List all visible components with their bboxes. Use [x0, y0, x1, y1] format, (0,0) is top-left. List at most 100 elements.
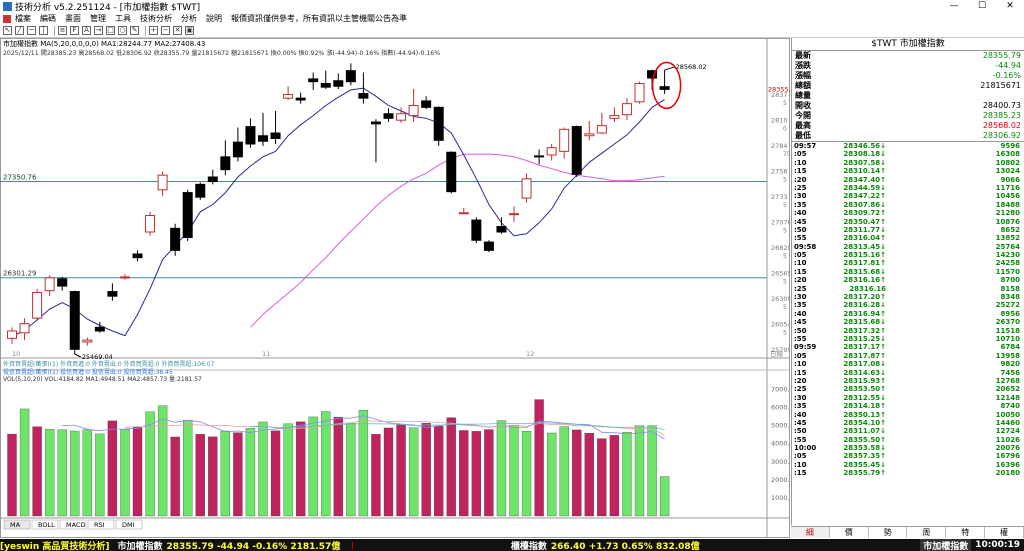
tick-volume: 16796	[995, 452, 1020, 461]
tick-time: :30	[794, 192, 807, 201]
pencil-icon[interactable]: ✎	[130, 26, 139, 35]
window-taskbar-item[interactable]: 市加權指數	[920, 539, 972, 551]
volume-bar	[170, 436, 180, 517]
disclaimer-text: 報價資訊僅供參考，所有資訊以主管機關公告為準	[231, 14, 407, 23]
candle-body	[170, 227, 181, 251]
volume-bar	[95, 433, 105, 517]
candle-body	[94, 326, 105, 332]
zoom-out-icon[interactable]: −	[161, 26, 170, 35]
index1-name[interactable]: 市加權指數	[117, 541, 163, 551]
chart-area[interactable]: 市加權指數 MA(5,20,0,0,0,0) MA1:28244.77 MA2:…	[0, 38, 795, 538]
menu-code[interactable]: 編碼	[40, 14, 56, 23]
index2-name[interactable]: 櫃檯指數	[510, 541, 547, 551]
close-button[interactable]: ✕	[1006, 1, 1014, 11]
tick-volume: 20180	[995, 469, 1020, 478]
quote-stat-row: 今開 28385.23	[792, 111, 1024, 121]
volume-bar	[295, 421, 306, 517]
quote-tab[interactable]: 權	[985, 527, 1024, 538]
ellipse-icon[interactable]: ○	[118, 26, 127, 35]
tick-row: :30 28317.20↑ 8348	[792, 293, 1024, 301]
tick-time: :15	[794, 469, 807, 478]
indicator-tab-label: MACD	[66, 521, 85, 529]
tick-volume: 6784	[1000, 343, 1020, 352]
quote-stat-row: 總量	[792, 91, 1024, 101]
candle-body	[534, 155, 545, 158]
quote-stats: 最新 28355.79 漲跌 -44.94 漲幅 -0.16% 總額 21815671 總量 開收…	[792, 51, 1024, 141]
menu-tools[interactable]: 工具	[115, 14, 131, 23]
tick-row: :25 28344.59↓ 11716	[792, 184, 1024, 192]
tick-volume: 13852	[995, 234, 1020, 243]
price-axis-label: 27076	[771, 219, 790, 227]
tick-time: :10	[794, 360, 807, 369]
tick-price: 28307.86↓	[843, 200, 886, 209]
zoom-in-icon[interactable]: +	[149, 26, 158, 35]
tick-price: 28317.81↑	[843, 259, 886, 268]
tick-list[interactable]: 09:57 28346.56↓ 9596:05 28308.18↓ 16308:10 28…	[792, 141, 1024, 478]
price-axis-label: 2837	[771, 91, 788, 99]
cursor-icon[interactable]: ↖	[3, 26, 12, 35]
save-icon[interactable]: ▣	[185, 26, 194, 35]
candle-body	[132, 253, 143, 259]
quote-tab[interactable]: 周	[907, 527, 947, 538]
volume-bar	[383, 427, 394, 517]
line-icon[interactable]: ╱	[15, 26, 24, 35]
quote-tab[interactable]: 細	[791, 527, 830, 538]
volume-bar	[534, 399, 544, 517]
price-axis-label: 5	[783, 228, 787, 235]
chart-svg[interactable]: 市加權指數 MA(5,20,0,0,0,0) MA1:28244.77 MA2:…	[0, 38, 795, 538]
candle-body	[483, 241, 494, 251]
tick-price: 28312.55↓	[843, 393, 886, 402]
volume-bar	[559, 426, 569, 517]
delete-icon[interactable]: ✕	[173, 26, 182, 35]
tick-row: 10:00 28353.58↓ 20076	[792, 444, 1024, 452]
candle-body	[584, 133, 595, 137]
candle-body	[295, 97, 306, 101]
minimize-button[interactable]: —	[949, 1, 959, 11]
maximize-button[interactable]: ☐	[977, 1, 987, 11]
candle-body	[521, 178, 532, 199]
tick-time: :55	[794, 435, 807, 444]
menu-analysis[interactable]: 分析	[181, 14, 197, 23]
menu-view[interactable]: 畫面	[65, 14, 81, 23]
price-axis-label: 26565	[771, 270, 790, 278]
quote-tab[interactable]: 價	[830, 527, 869, 538]
tick-price: 28347.22↑	[843, 192, 886, 201]
tick-row: :15 28310.14↑ 13024	[792, 167, 1024, 175]
tick-volume: 25272	[995, 301, 1020, 310]
menu-manage[interactable]: 管理	[90, 14, 106, 23]
arrow-icon[interactable]: →	[94, 26, 103, 35]
quote-tab[interactable]: 特	[946, 527, 986, 538]
menu-tech[interactable]: 技術分析	[140, 14, 172, 23]
vline-icon[interactable]: │	[39, 26, 48, 35]
quote-tab[interactable]: 勢	[869, 527, 908, 538]
tick-time: :20	[794, 276, 807, 285]
rect-icon[interactable]: □	[106, 26, 115, 35]
toolbar: ↖ ╱ ─ │ ≡ F A → □ ○ ✎ + − ✕ ▣	[0, 24, 1024, 38]
menu-help[interactable]: 說明	[206, 14, 222, 23]
candle-body	[559, 128, 570, 152]
hline-icon[interactable]: ─	[27, 26, 36, 35]
tick-price: 28347.40↑	[843, 175, 886, 184]
volume-bar	[233, 432, 243, 517]
tick-price: 28354.10↑	[843, 418, 886, 427]
tick-price: 28311.07↓	[843, 427, 886, 436]
volume-bar	[358, 410, 369, 517]
tick-row: :10 28317.08↓ 9820	[792, 360, 1024, 368]
fib-icon[interactable]: F	[70, 26, 79, 35]
tick-volume: 11518	[995, 326, 1020, 335]
volume-bar	[584, 433, 594, 517]
indicator-tab	[3, 519, 31, 530]
tick-time: :40	[794, 410, 807, 419]
channel-icon[interactable]: ≡	[58, 26, 67, 35]
status-bar: [yeswin 高品質技術分析] 市加權指數 28355.79 -44.94 -…	[0, 539, 1024, 551]
tick-price: 28353.58↓	[843, 444, 886, 453]
volume-bar	[70, 430, 80, 517]
quote-stat-row: 漲幅 -0.16%	[792, 71, 1024, 81]
text-icon[interactable]: A	[82, 26, 91, 35]
tick-row: :50 28311.07↓ 12724	[792, 427, 1024, 435]
quote-stat-value: 21815671	[980, 81, 1021, 90]
price-axis-label: 0	[783, 126, 787, 133]
menu-file[interactable]: 檔案	[15, 14, 31, 23]
tick-row: :45 28350.47↑ 10876	[792, 218, 1024, 226]
tick-time: :10	[794, 259, 807, 268]
